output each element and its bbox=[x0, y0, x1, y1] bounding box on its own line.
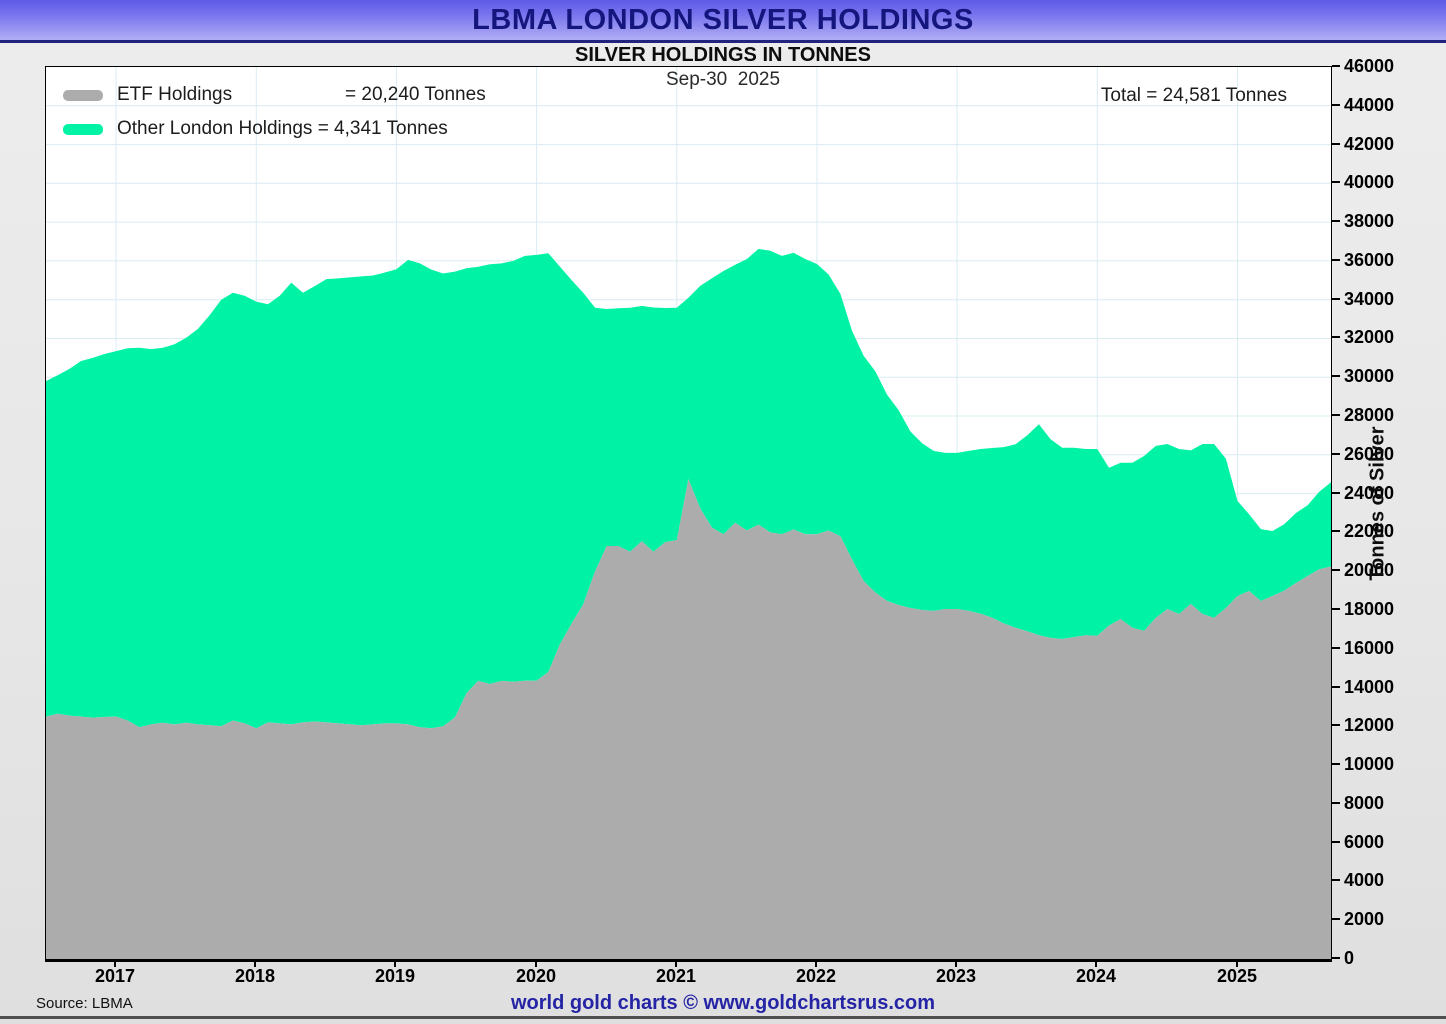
y-axis-tick-label: 40000 bbox=[1344, 172, 1395, 192]
x-axis-tick-label: 2022 bbox=[795, 966, 837, 986]
y-axis-tick bbox=[1332, 763, 1340, 765]
y-axis-tick-label: 44000 bbox=[1344, 95, 1395, 115]
y-axis-tick-label: 4000 bbox=[1344, 870, 1385, 890]
page-title: LBMA LONDON SILVER HOLDINGS bbox=[472, 3, 974, 36]
as-of-date-label: Sep-30 2025 bbox=[665, 69, 781, 90]
x-axis-tick bbox=[394, 959, 396, 967]
y-axis-tick-label: 22000 bbox=[1344, 521, 1395, 541]
y-axis-tick-label: 16000 bbox=[1344, 638, 1395, 658]
x-axis-tick bbox=[535, 959, 537, 967]
y-axis-tick-label: 38000 bbox=[1344, 211, 1395, 231]
x-axis-tick-label: 2019 bbox=[374, 966, 416, 986]
y-axis-tick-label: 46000 bbox=[1344, 56, 1395, 76]
chart-plot-area bbox=[45, 66, 1332, 962]
legend-item-other: Other London Holdings = 4,341 Tonnes bbox=[63, 112, 486, 146]
x-axis-tick bbox=[1236, 959, 1238, 967]
chart-canvas bbox=[46, 67, 1331, 959]
y-axis-tick-label: 0 bbox=[1344, 948, 1355, 968]
y-axis-tick bbox=[1332, 298, 1340, 300]
y-axis-tick bbox=[1332, 181, 1340, 183]
legend-value-etf: = 20,240 Tonnes bbox=[345, 84, 486, 105]
y-axis-tick-label: 24000 bbox=[1344, 483, 1395, 503]
y-axis-tick bbox=[1332, 220, 1340, 222]
y-axis-tick bbox=[1332, 453, 1340, 455]
legend-item-etf: ETF Holdings = 20,240 Tonnes bbox=[63, 78, 486, 112]
x-axis-tick-label: 2017 bbox=[94, 966, 136, 986]
y-axis-tick bbox=[1332, 530, 1340, 532]
y-axis-tick-label: 2000 bbox=[1344, 909, 1385, 929]
x-axis-tick bbox=[675, 959, 677, 967]
legend-value-other: = 4,341 Tonnes bbox=[317, 118, 448, 139]
x-axis-tick bbox=[815, 959, 817, 967]
y-axis-tick bbox=[1332, 879, 1340, 881]
source-label: Source: LBMA bbox=[36, 995, 133, 1012]
title-bar: LBMA LONDON SILVER HOLDINGS bbox=[0, 0, 1446, 43]
bottom-divider bbox=[0, 1016, 1446, 1019]
x-axis-tick-label: 2023 bbox=[935, 966, 977, 986]
y-axis-tick bbox=[1332, 104, 1340, 106]
x-axis-tick-label: 2025 bbox=[1216, 966, 1258, 986]
y-axis-tick bbox=[1332, 336, 1340, 338]
y-axis-tick bbox=[1332, 492, 1340, 494]
y-axis-tick bbox=[1332, 686, 1340, 688]
y-axis-tick-label: 36000 bbox=[1344, 250, 1395, 270]
y-axis-tick bbox=[1332, 957, 1340, 959]
chart-subtitle: SILVER HOLDINGS IN TONNES bbox=[575, 44, 871, 66]
chart-legend: ETF Holdings = 20,240 Tonnes Other Londo… bbox=[63, 78, 486, 146]
y-axis-tick-label: 28000 bbox=[1344, 405, 1395, 425]
y-axis-tick bbox=[1332, 802, 1340, 804]
y-axis-tick-label: 10000 bbox=[1344, 754, 1395, 774]
y-axis-tick-label: 14000 bbox=[1344, 677, 1395, 697]
y-axis-tick bbox=[1332, 65, 1340, 67]
y-axis-tick bbox=[1332, 569, 1340, 571]
y-axis-tick-label: 26000 bbox=[1344, 444, 1395, 464]
y-axis-tick bbox=[1332, 647, 1340, 649]
y-axis-tick-label: 6000 bbox=[1344, 832, 1385, 852]
y-axis-tick bbox=[1332, 918, 1340, 920]
y-axis-tick bbox=[1332, 259, 1340, 261]
legend-label-etf: ETF Holdings bbox=[117, 84, 233, 105]
legend-label-other: Other London Holdings bbox=[117, 118, 318, 139]
x-axis-tick bbox=[1095, 959, 1097, 967]
etf-holdings-swatch-icon bbox=[63, 89, 103, 101]
y-axis-tick-label: 34000 bbox=[1344, 289, 1395, 309]
x-axis-tick bbox=[114, 959, 116, 967]
y-axis-tick bbox=[1332, 608, 1340, 610]
y-axis-tick-label: 42000 bbox=[1344, 134, 1395, 154]
y-axis-tick bbox=[1332, 375, 1340, 377]
y-axis-tick bbox=[1332, 724, 1340, 726]
x-axis-tick-label: 2020 bbox=[515, 966, 557, 986]
total-holdings-label: Total = 24,581 Tonnes bbox=[1100, 85, 1287, 106]
other-london-holdings-swatch-icon bbox=[63, 123, 103, 135]
area-other-london-holdings bbox=[46, 248, 1331, 729]
x-axis-tick bbox=[955, 959, 957, 967]
x-axis-tick-label: 2021 bbox=[655, 966, 697, 986]
y-axis-tick-label: 12000 bbox=[1344, 715, 1395, 735]
footer-credit-link[interactable]: world gold charts © www.goldchartsrus.co… bbox=[510, 992, 936, 1014]
area-etf-holdings bbox=[46, 479, 1331, 959]
y-axis-title: Tonnes of Silver bbox=[1366, 426, 1389, 581]
y-axis-tick-label: 20000 bbox=[1344, 560, 1395, 580]
y-axis-tick bbox=[1332, 841, 1340, 843]
x-axis-tick-label: 2018 bbox=[234, 966, 276, 986]
y-axis-tick-label: 32000 bbox=[1344, 327, 1395, 347]
x-axis-tick bbox=[254, 959, 256, 967]
y-axis-tick bbox=[1332, 143, 1340, 145]
y-axis-tick-label: 18000 bbox=[1344, 599, 1395, 619]
x-axis-tick-label: 2024 bbox=[1075, 966, 1117, 986]
y-axis-tick bbox=[1332, 414, 1340, 416]
y-axis-tick-label: 30000 bbox=[1344, 366, 1395, 386]
y-axis-tick-label: 8000 bbox=[1344, 793, 1385, 813]
